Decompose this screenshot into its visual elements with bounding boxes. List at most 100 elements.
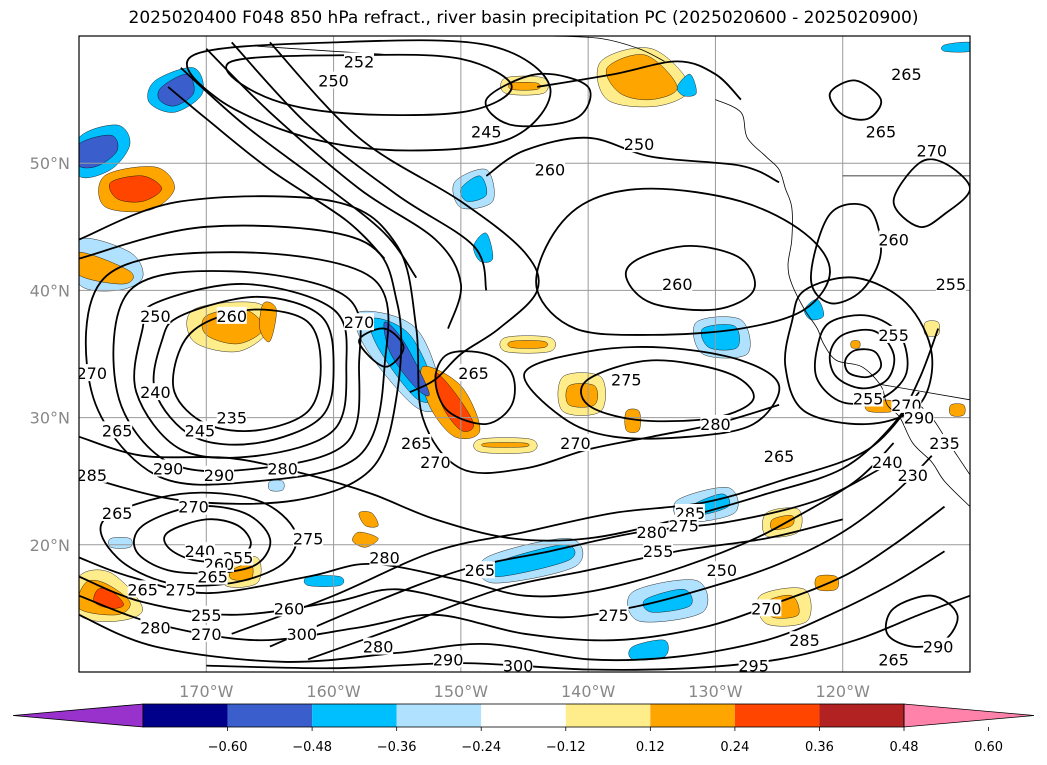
contour-label-bg <box>216 306 247 324</box>
contour-label-bg <box>534 160 565 178</box>
contour-line <box>133 505 272 575</box>
colorbar-extend-high <box>903 703 1035 728</box>
precip-region <box>676 73 697 97</box>
contour-label: 265 <box>878 650 909 669</box>
contour-label-bg <box>891 65 922 83</box>
contour-label-bg <box>191 624 222 642</box>
contour-line <box>810 202 882 305</box>
colorbar-bin <box>227 704 313 727</box>
colorbar-bin <box>481 704 566 727</box>
contour-label: 265 <box>197 568 228 587</box>
contour-label: 280 <box>267 459 298 478</box>
contour-label-bg <box>79 364 107 382</box>
contour-label: 280 <box>363 638 394 657</box>
contour-label: 265 <box>401 434 432 453</box>
contour-label: 290 <box>433 650 464 669</box>
contour-label-bg <box>274 599 305 617</box>
precip-region <box>770 515 795 530</box>
contour-line <box>537 60 742 101</box>
contour-label: 270 <box>191 625 222 644</box>
contour-label: 275 <box>668 517 699 536</box>
contour-line <box>206 594 970 671</box>
contour-label-bg <box>872 453 903 471</box>
precip-region <box>352 531 379 548</box>
refractivity-contours <box>79 39 970 671</box>
contour-line <box>485 136 780 184</box>
contour-line <box>535 187 831 336</box>
contour-label-bg <box>197 567 228 585</box>
contour-label: 260 <box>216 307 247 326</box>
contour-label: 255 <box>936 275 967 294</box>
contour-label-bg <box>464 561 495 579</box>
precipitation-shading <box>79 41 970 661</box>
colorbar-bin <box>143 704 228 727</box>
contour-label: 280 <box>140 618 171 637</box>
precip-region <box>941 41 970 53</box>
contour-line <box>79 442 895 598</box>
contour-label: 275 <box>293 529 324 548</box>
precip-region <box>109 175 162 203</box>
contour-label: 270 <box>178 498 209 517</box>
contour-label: 270 <box>751 599 782 618</box>
contour-label: 265 <box>102 421 133 440</box>
contour-label: 265 <box>764 447 795 466</box>
contour-line <box>828 79 883 121</box>
contour-label: 260 <box>878 231 909 250</box>
contour-label-bg <box>668 516 699 534</box>
contour-line <box>99 491 298 587</box>
contour-label: 245 <box>471 122 502 141</box>
precip-region <box>628 639 669 661</box>
contour-line <box>186 39 552 152</box>
contour-label-bg <box>127 580 158 598</box>
contour-line <box>624 245 756 312</box>
contour-line <box>205 48 462 329</box>
precip-region <box>850 340 861 349</box>
colorbar-bin <box>734 704 820 727</box>
colorbar-bin <box>650 704 735 727</box>
coastline <box>715 99 970 507</box>
contour-line <box>79 195 780 474</box>
precip-region <box>949 403 966 417</box>
contour-line <box>180 67 418 279</box>
contour-label: 270 <box>917 141 948 160</box>
contour-line <box>231 391 920 635</box>
contour-line <box>580 359 755 423</box>
contour-label-bg <box>636 523 667 541</box>
contour-line <box>152 295 335 446</box>
precip-region <box>606 54 678 101</box>
colorbar-tick-label: −0.24 <box>461 740 501 755</box>
longitude-labels: 170°W 160°W 150°W 140°W 130°W 120°W <box>179 682 870 701</box>
contour-label: 270 <box>560 434 591 453</box>
contour-label: 270 <box>76 364 107 383</box>
colorbar-tick-label: −0.60 <box>208 740 248 755</box>
contour-label: 250 <box>318 72 349 91</box>
precip-region <box>358 511 379 528</box>
contour-label: 235 <box>929 434 960 453</box>
contour-label-bg <box>923 637 954 655</box>
contour-label: 252 <box>344 52 375 71</box>
contour-label-bg <box>79 465 107 483</box>
contour-label: 300 <box>503 657 534 676</box>
longitude-tick-label: 150°W <box>434 682 489 701</box>
contour-label: 250 <box>140 307 171 326</box>
contour-label-bg <box>140 306 171 324</box>
contour-label-bg <box>904 408 935 426</box>
colorbar-bin <box>565 704 651 727</box>
contour-label-bg <box>369 548 400 566</box>
contour-label-bg <box>178 497 209 515</box>
longitude-tick-label: 170°W <box>179 682 234 701</box>
colorbar-tick-label: −0.12 <box>546 740 586 755</box>
contour-label-bg <box>916 141 947 159</box>
contour-label-bg <box>318 71 349 89</box>
contour-line <box>484 72 592 128</box>
contour-line <box>892 158 970 229</box>
latitude-tick-label: 20°N <box>30 536 70 555</box>
contour-label: 290 <box>204 466 235 485</box>
contour-label: 285 <box>76 466 107 485</box>
longitude-tick-label: 160°W <box>306 682 361 701</box>
contour-label: 260 <box>274 599 305 618</box>
precip-region <box>624 408 641 433</box>
latitude-labels: 50°N 40°N 30°N 20°N <box>30 154 70 555</box>
contour-label: 250 <box>707 561 738 580</box>
